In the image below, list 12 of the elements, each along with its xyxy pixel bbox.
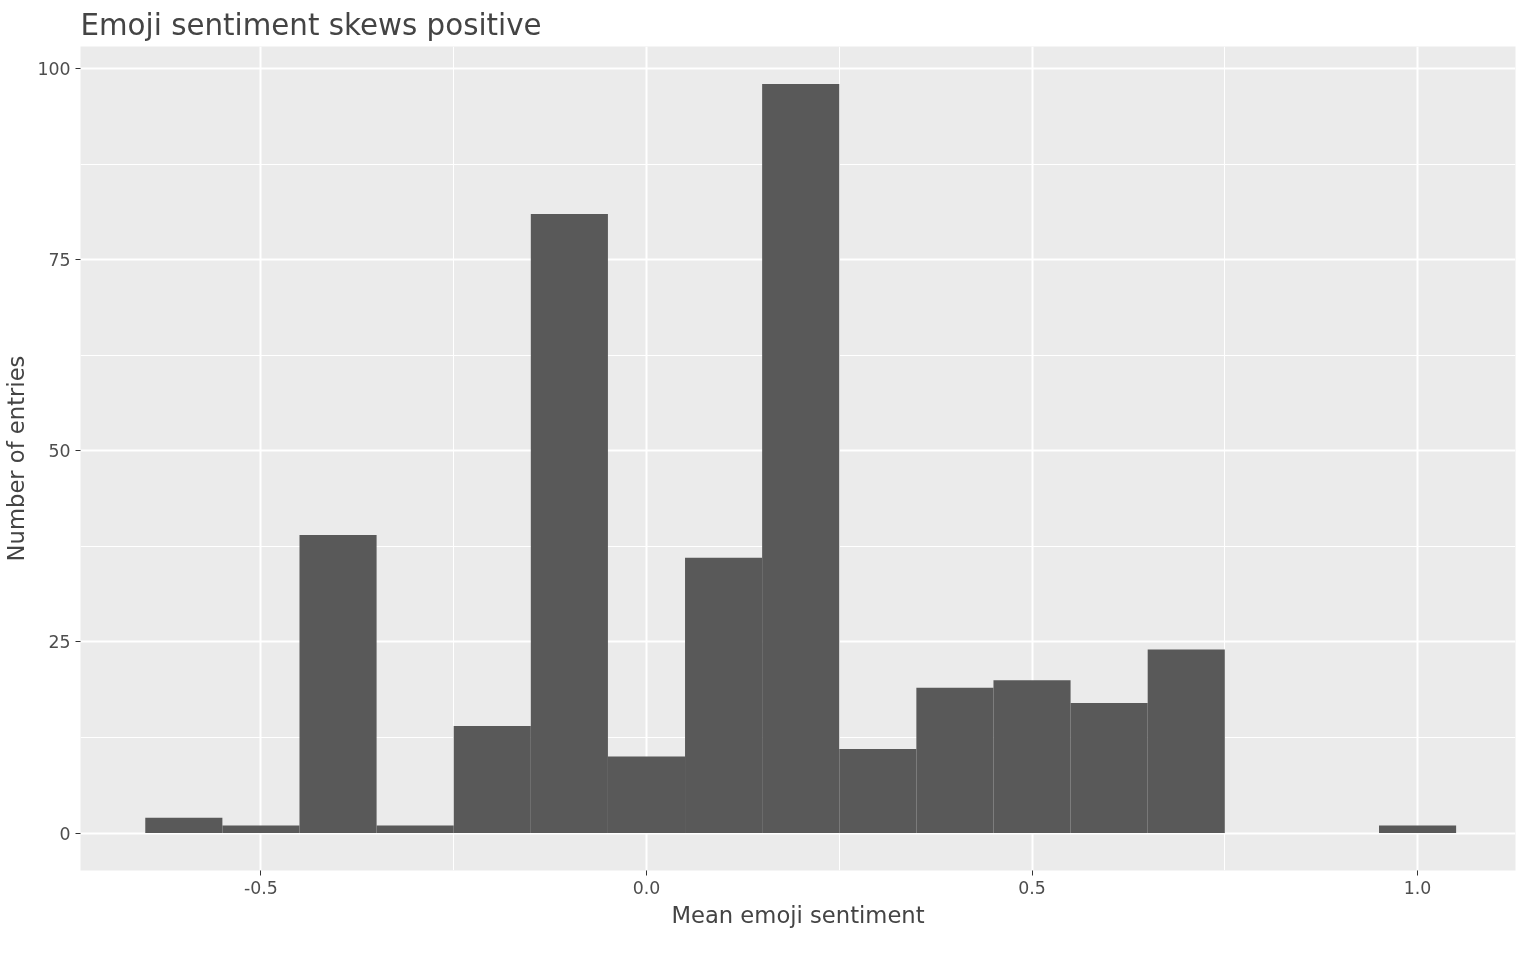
y-tick-label: 75 bbox=[48, 250, 71, 271]
y-tick-label: 50 bbox=[48, 441, 71, 462]
y-tick-label: 100 bbox=[37, 59, 71, 80]
x-tick-label: -0.5 bbox=[244, 877, 278, 898]
x-tick-label: 1.0 bbox=[1403, 877, 1432, 898]
y-axis-title: Number of entries bbox=[3, 355, 30, 562]
chart-title: Emoji sentiment skews positive bbox=[80, 7, 542, 42]
y-tick-label: 0 bbox=[59, 823, 71, 844]
x-axis-title: Mean emoji sentiment bbox=[671, 901, 925, 928]
x-tick-label: 0.5 bbox=[1018, 877, 1046, 898]
x-tick-label: 0.0 bbox=[632, 877, 661, 898]
y-tick-label: 25 bbox=[48, 632, 71, 653]
